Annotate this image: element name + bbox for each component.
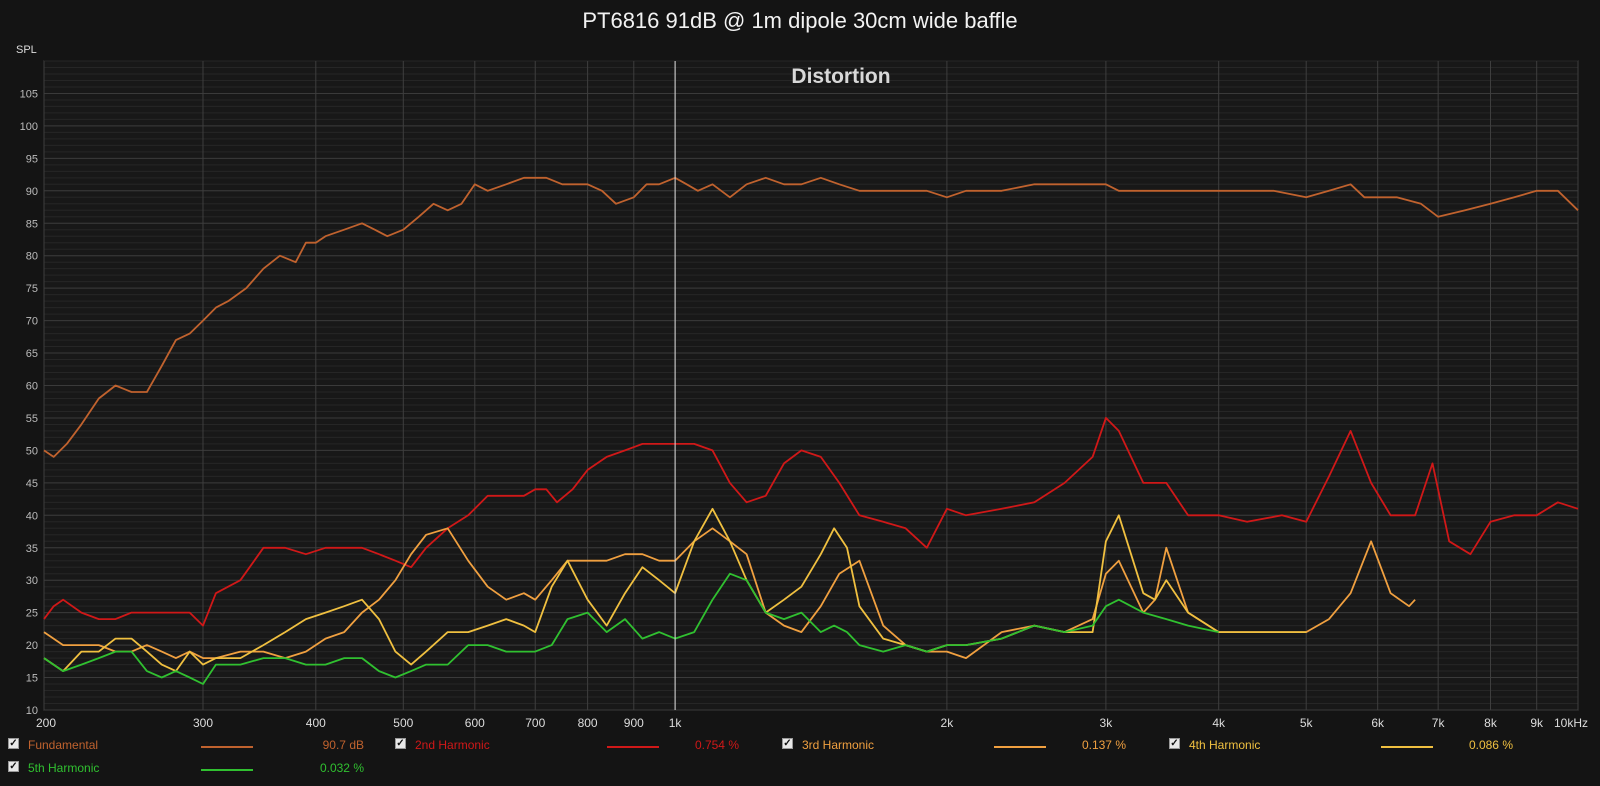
x-tick-label: 9k bbox=[1530, 716, 1544, 730]
legend-value: 0.754 % bbox=[694, 738, 739, 752]
y-tick-label: 85 bbox=[26, 218, 38, 230]
y-tick-label: 25 bbox=[26, 608, 38, 620]
x-tick-label: 300 bbox=[193, 716, 213, 730]
y-tick-label: 35 bbox=[26, 543, 38, 555]
x-tick-label: 5k bbox=[1300, 716, 1314, 730]
x-tick-label: 900 bbox=[624, 716, 644, 730]
legend-swatch bbox=[201, 746, 253, 748]
x-tick-label: 7k bbox=[1432, 716, 1446, 730]
y-tick-label: 10 bbox=[26, 705, 38, 717]
y-tick-label: 65 bbox=[26, 348, 38, 360]
series-line-3rd-harmonic bbox=[43, 527, 1416, 659]
x-tick-label: 10kHz bbox=[1554, 716, 1588, 730]
chart-title: PT6816 91dB @ 1m dipole 30cm wide baffle bbox=[582, 8, 1018, 33]
legend: ✓ Fundamental 90.7 dB ✓ 2nd Harmonic 0.7… bbox=[0, 734, 1600, 786]
legend-item-2nd-harmonic[interactable]: ✓ 2nd Harmonic 0.754 % bbox=[395, 734, 755, 754]
legend-value: 0.032 % bbox=[319, 761, 364, 775]
y-tick-label: 20 bbox=[26, 640, 38, 652]
x-tick-label: 1k bbox=[669, 716, 683, 730]
checkbox-3rd-harmonic[interactable]: ✓ bbox=[782, 738, 793, 749]
legend-value: 0.086 % bbox=[1468, 738, 1513, 752]
y-tick-label: 75 bbox=[26, 283, 38, 295]
x-tick-label: 200 bbox=[36, 716, 56, 730]
y-tick-label: 100 bbox=[20, 121, 38, 133]
legend-swatch bbox=[994, 746, 1046, 748]
y-axis-label: SPL bbox=[16, 44, 37, 56]
x-tick-label: 2k bbox=[941, 716, 955, 730]
legend-item-3rd-harmonic[interactable]: ✓ 3rd Harmonic 0.137 % bbox=[782, 734, 1142, 754]
checkbox-fundamental[interactable]: ✓ bbox=[8, 738, 19, 749]
legend-label: Fundamental bbox=[28, 738, 99, 752]
legend-swatch bbox=[201, 769, 253, 771]
series-line-fundamental bbox=[43, 176, 1579, 458]
x-tick-label: 800 bbox=[578, 716, 598, 730]
y-tick-label: 105 bbox=[20, 88, 38, 100]
legend-value: 0.137 % bbox=[1081, 738, 1126, 752]
legend-item-fundamental[interactable]: ✓ Fundamental 90.7 dB bbox=[8, 734, 368, 754]
legend-item-4th-harmonic[interactable]: ✓ 4th Harmonic 0.086 % bbox=[1169, 734, 1529, 754]
y-tick-label: 55 bbox=[26, 413, 38, 425]
y-tick-label: 30 bbox=[26, 575, 38, 587]
y-tick-label: 90 bbox=[26, 186, 38, 198]
checkbox-4th-harmonic[interactable]: ✓ bbox=[1169, 738, 1180, 749]
x-tick-label: 3k bbox=[1100, 716, 1114, 730]
y-tick-label: 95 bbox=[26, 153, 38, 165]
series-line-5th-harmonic bbox=[43, 572, 1219, 685]
x-tick-label: 400 bbox=[306, 716, 326, 730]
x-tick-label: 600 bbox=[465, 716, 485, 730]
chart-subtitle: Distortion bbox=[791, 65, 890, 88]
x-tick-label: 4k bbox=[1212, 716, 1226, 730]
x-tick-label: 500 bbox=[393, 716, 413, 730]
y-tick-label: 45 bbox=[26, 478, 38, 490]
legend-label: 3rd Harmonic bbox=[802, 738, 875, 752]
legend-label: 4th Harmonic bbox=[1189, 738, 1261, 752]
legend-swatch bbox=[607, 746, 659, 748]
x-tick-label: 700 bbox=[525, 716, 545, 730]
checkbox-5th-harmonic[interactable]: ✓ bbox=[8, 761, 19, 772]
x-tick-label: 6k bbox=[1371, 716, 1385, 730]
series-line-2nd-harmonic bbox=[43, 417, 1579, 627]
legend-value: 90.7 dB bbox=[322, 738, 364, 752]
y-tick-label: 60 bbox=[26, 381, 38, 393]
y-tick-label: 70 bbox=[26, 316, 38, 328]
y-tick-label: 15 bbox=[26, 673, 38, 685]
legend-swatch bbox=[1381, 746, 1433, 748]
y-tick-label: 50 bbox=[26, 445, 38, 457]
y-tick-label: 40 bbox=[26, 510, 38, 522]
x-tick-label: 8k bbox=[1484, 716, 1498, 730]
legend-label: 5th Harmonic bbox=[28, 761, 100, 775]
checkbox-2nd-harmonic[interactable]: ✓ bbox=[395, 738, 406, 749]
distortion-chart[interactable]: 10 15 20 25 30 35 40 45 50 55 60 65 70 75 80 85 90 95 100 1… bbox=[0, 0, 1600, 734]
legend-item-5th-harmonic[interactable]: ✓ 5th Harmonic 0.032 % bbox=[8, 757, 368, 777]
y-tick-label: 80 bbox=[26, 251, 38, 263]
legend-label: 2nd Harmonic bbox=[415, 738, 490, 752]
